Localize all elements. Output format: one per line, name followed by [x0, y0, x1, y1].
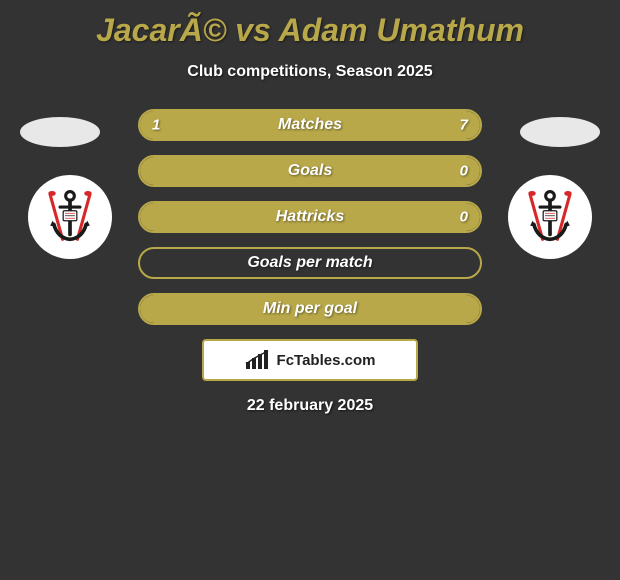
date-label: 22 february 2025: [0, 397, 620, 415]
bar-value-right: 7: [460, 117, 468, 134]
anchor-crest-icon: [39, 186, 101, 248]
bar-label: Goals: [140, 162, 480, 180]
bars-chart-icon: [245, 350, 271, 370]
bar-value-left: 1: [152, 117, 160, 134]
bar-label: Hattricks: [140, 208, 480, 226]
bar-label: Matches: [140, 116, 480, 134]
bar-value-right: 0: [460, 163, 468, 180]
flag-right: [520, 117, 600, 147]
stat-bar-row: Hattricks0: [138, 201, 482, 233]
stat-bar-row: Goals0: [138, 155, 482, 187]
flag-left: [20, 117, 100, 147]
club-crest-left: [28, 175, 112, 259]
page-subtitle: Club competitions, Season 2025: [0, 63, 620, 81]
bar-value-right: 0: [460, 209, 468, 226]
club-crest-right: [508, 175, 592, 259]
stat-bars: Matches17Goals0Hattricks0Goals per match…: [138, 109, 482, 325]
stat-bar-row: Goals per match: [138, 247, 482, 279]
badge-text: FcTables.com: [277, 352, 376, 369]
source-badge: FcTables.com: [202, 339, 418, 381]
bar-label: Min per goal: [140, 300, 480, 318]
stat-bar-row: Min per goal: [138, 293, 482, 325]
page-title: JacarÃ© vs Adam Umathum: [0, 0, 620, 49]
comparison-area: Matches17Goals0Hattricks0Goals per match…: [0, 109, 620, 415]
stat-bar-row: Matches1 7: [138, 109, 482, 141]
anchor-crest-icon: [519, 186, 581, 248]
bar-label: Goals per match: [140, 254, 480, 272]
